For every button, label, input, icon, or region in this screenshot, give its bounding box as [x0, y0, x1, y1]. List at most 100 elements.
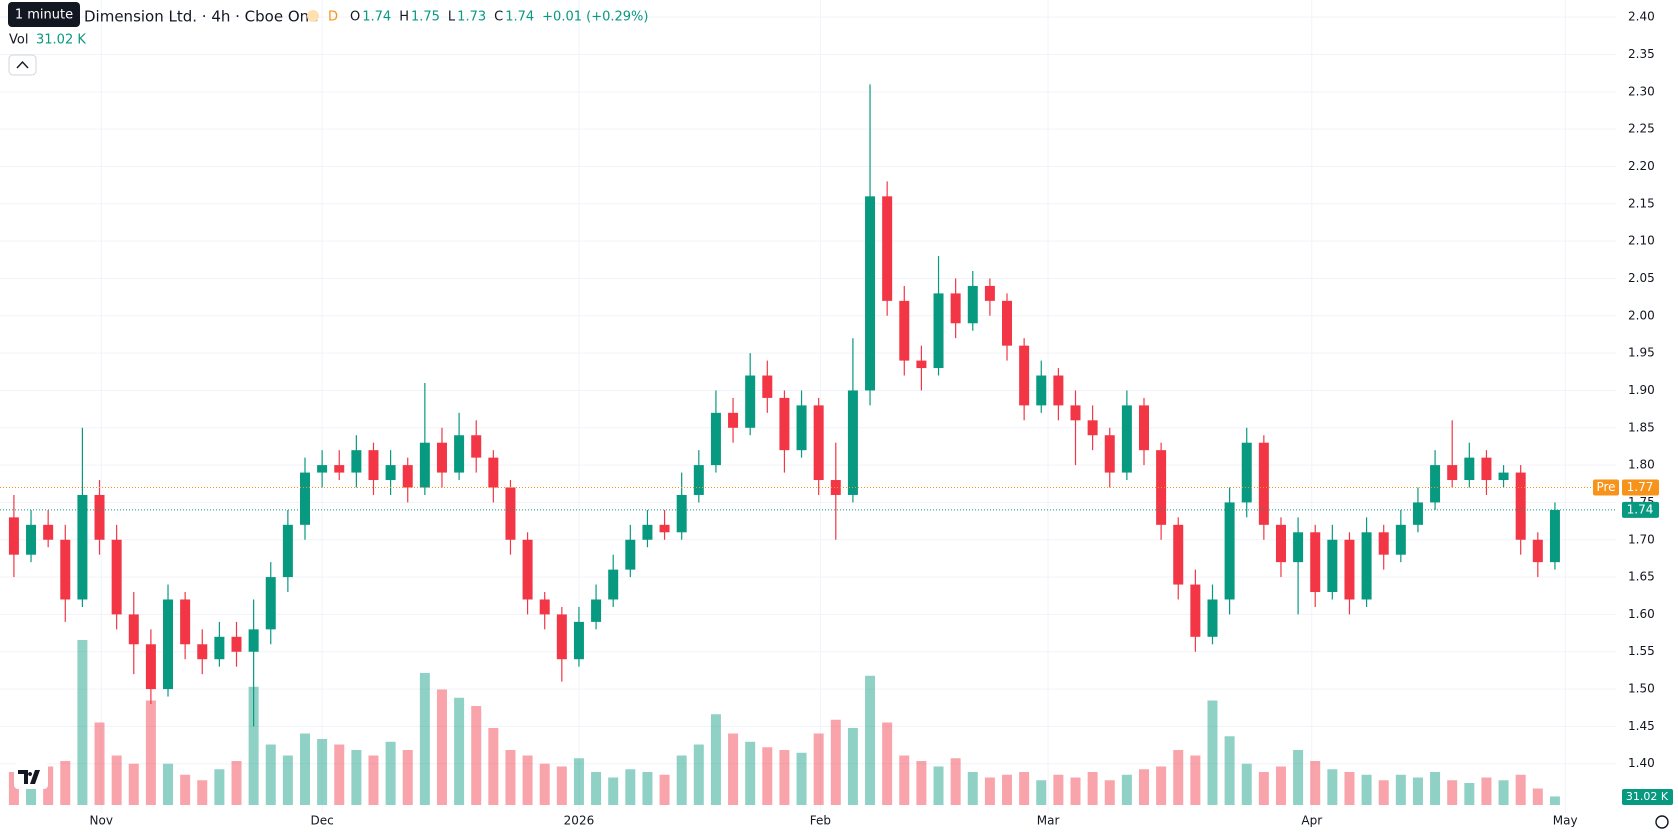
volume-bar [265, 744, 276, 805]
logo [14, 763, 48, 789]
candle-body [762, 375, 773, 398]
legend-value: 1.74 [362, 10, 391, 25]
candle-body [163, 599, 174, 690]
volume-bar [1412, 777, 1423, 805]
volume-bar [728, 733, 739, 805]
volume-bar [1173, 750, 1184, 805]
volume-bar [1258, 772, 1269, 805]
pre-label-bg [1593, 479, 1619, 496]
volume-bar [1447, 780, 1458, 805]
x-tick-label: Dec [310, 814, 333, 828]
volume-title: Vol [9, 33, 28, 48]
candle-body [454, 435, 465, 473]
volume-bar [317, 739, 328, 805]
session-icon [307, 10, 319, 22]
candle-body [882, 196, 893, 301]
candle-body [1121, 405, 1132, 473]
candle-body [1207, 599, 1218, 637]
x-tick-label: 2026 [564, 814, 595, 828]
candle-body [43, 524, 54, 540]
volume-bar [1036, 780, 1047, 805]
candle-body [847, 390, 858, 495]
collapse-button[interactable] [8, 54, 37, 76]
volume-bar [1395, 774, 1406, 805]
candle-body [419, 442, 430, 488]
volume-bar [984, 777, 995, 805]
volume-bar [882, 722, 893, 805]
candle-body [728, 412, 739, 428]
volume-bar [197, 780, 208, 805]
volume-bar [1241, 763, 1252, 805]
y-tick-label: 2.40 [1628, 10, 1655, 24]
volume-bar [1156, 766, 1167, 805]
candle-body [933, 293, 944, 369]
candle-body [625, 539, 636, 570]
legend-key: L [448, 10, 456, 25]
volume-bar [488, 728, 499, 805]
candle-body [865, 196, 876, 391]
volume-bar [813, 733, 824, 805]
candle-body [950, 293, 961, 324]
candle-body [1549, 509, 1560, 563]
volume-pane [8, 640, 1560, 805]
candle-body [77, 494, 88, 600]
pre-label: Pre [1596, 480, 1615, 494]
candle-body [1430, 465, 1441, 503]
volume-bar [642, 772, 653, 805]
candle-body [8, 517, 19, 555]
x-tick-label: May [1553, 814, 1578, 828]
candle-body [556, 614, 567, 660]
candle-body [317, 465, 328, 473]
candle-body [710, 412, 721, 466]
candle-body [693, 465, 704, 495]
volume-bar [436, 689, 447, 805]
candle-body [1293, 532, 1304, 563]
volume-bar [1378, 780, 1389, 805]
interval-badge: D [328, 10, 338, 25]
candle-body [1464, 457, 1475, 481]
volume-bar [248, 686, 259, 805]
volume-bar [231, 761, 242, 805]
volume-bar [796, 752, 807, 805]
candle-body [522, 539, 533, 600]
legend-key: H [399, 10, 409, 25]
candle-body [813, 405, 824, 481]
candle-body [94, 494, 105, 540]
candle-body [830, 480, 841, 495]
candle-body [1258, 442, 1269, 525]
x-tick-label: Mar [1037, 814, 1060, 828]
last-price: 1.74 [1627, 502, 1654, 516]
volume-bar [1121, 774, 1132, 805]
volume-bar [556, 766, 567, 805]
y-tick-label: 2.30 [1628, 84, 1655, 98]
y-tick-label: 1.85 [1628, 420, 1655, 434]
volume-bar [77, 640, 88, 805]
y-tick-label: 1.95 [1628, 346, 1655, 360]
candle-body [745, 375, 756, 428]
candle-body [1498, 472, 1509, 481]
volume-bar [454, 697, 465, 805]
volume-bar [1138, 769, 1149, 805]
candle-body [1344, 539, 1355, 600]
volume-bar [163, 763, 174, 805]
x-tick-label: Feb [810, 814, 831, 828]
volume-bar [214, 769, 225, 805]
candle-body [385, 465, 396, 481]
legend-value: 1.73 [457, 10, 486, 25]
candle-body [1310, 532, 1321, 593]
candle-body [334, 465, 345, 473]
volume-bar [830, 719, 841, 805]
candle-body [659, 524, 670, 533]
volume-bar [385, 741, 396, 805]
x-tick-label: Apr [1301, 814, 1322, 828]
volume-bar [1515, 774, 1526, 805]
candle-body [1395, 524, 1406, 555]
volume-bar [1293, 750, 1304, 805]
volume-bar [43, 766, 54, 805]
candle-body [1053, 375, 1064, 406]
chart-title[interactable]: Dimension Ltd. · 4h · Cboe One [84, 8, 318, 26]
settings-icon[interactable] [1655, 815, 1669, 829]
candle-body [573, 621, 584, 660]
y-tick-label: 1.45 [1628, 719, 1655, 733]
